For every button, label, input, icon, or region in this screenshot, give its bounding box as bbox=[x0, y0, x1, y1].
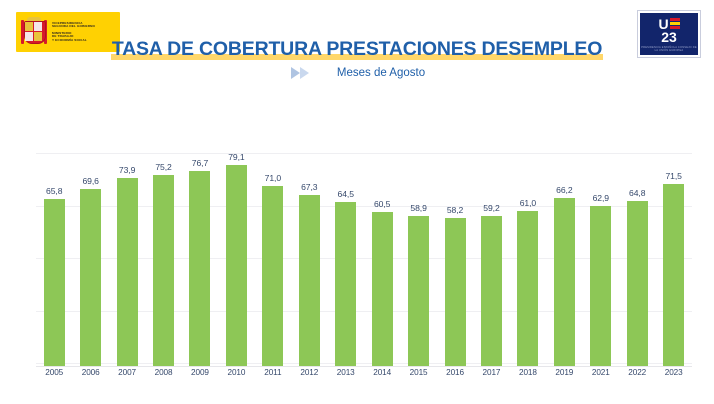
x-axis-tick-label: 2012 bbox=[300, 368, 319, 377]
bar-column[interactable]: 66,2 bbox=[546, 150, 582, 366]
x-axis-tick-label: 2013 bbox=[336, 368, 355, 377]
gridline bbox=[36, 153, 692, 154]
bar-chart: 65,8 69,6 73,9 75,2 76,7 79,1 71,0 67,3 64,5 60,5… bbox=[36, 150, 692, 366]
page-title-text: TASA DE COBERTURA PRESTACIONES DESEMPLEO bbox=[110, 38, 604, 60]
ministry-label: MINISTERIO DE TRABAJO Y ECONOMÍA SOCIAL bbox=[52, 30, 87, 42]
eu-logo-letter: U bbox=[658, 15, 669, 32]
x-axis-tick-label: 2017 bbox=[482, 368, 501, 377]
chevron-right-icon bbox=[290, 67, 309, 79]
bar-column[interactable]: 71,0 bbox=[255, 150, 291, 366]
bar[interactable] bbox=[517, 211, 539, 366]
bar-value-label: 71,0 bbox=[264, 172, 281, 183]
bar[interactable] bbox=[408, 216, 430, 366]
bar[interactable] bbox=[335, 202, 357, 366]
bar-value-label: 69,6 bbox=[82, 176, 99, 187]
x-axis-tick-label: 2007 bbox=[118, 368, 136, 377]
bar-value-label: 61,0 bbox=[519, 198, 537, 208]
subtitle-row: Meses de Agosto bbox=[0, 66, 714, 80]
bar[interactable] bbox=[80, 189, 102, 366]
bar[interactable] bbox=[590, 206, 612, 366]
x-axis-tick-label: 2016 bbox=[446, 368, 464, 377]
spanish-government-logo: VICEPRESIDENCIA SEGUNDA DEL GOBIERNO MIN… bbox=[16, 12, 120, 52]
bar-column[interactable]: 58,2 bbox=[437, 150, 473, 366]
bar-column[interactable]: 58,9 bbox=[400, 150, 436, 366]
bar-value-label: 60,5 bbox=[373, 199, 391, 210]
bar-value-label: 62,9 bbox=[592, 193, 609, 204]
x-axis-tick-label: 2009 bbox=[191, 368, 209, 377]
bar-column[interactable]: 73,9 bbox=[109, 150, 145, 366]
bar[interactable] bbox=[153, 174, 175, 366]
x-axis-tick-label: 2023 bbox=[664, 368, 683, 377]
x-axis-tick-label: 2015 bbox=[409, 368, 428, 377]
bar[interactable] bbox=[444, 218, 466, 366]
bar-value-label: 64,5 bbox=[337, 189, 354, 200]
bar[interactable] bbox=[480, 215, 502, 366]
bar-column[interactable]: 79,1 bbox=[218, 150, 254, 366]
bar[interactable] bbox=[298, 194, 320, 366]
bar[interactable] bbox=[626, 201, 648, 366]
x-axis-tick-label: 2005 bbox=[45, 368, 64, 377]
bar-value-label: 65,8 bbox=[46, 185, 63, 196]
bar-column[interactable]: 64,8 bbox=[619, 150, 655, 366]
bar-value-label: 76,7 bbox=[191, 158, 209, 169]
bar[interactable] bbox=[189, 171, 211, 366]
eu-logo-year: 23 bbox=[661, 28, 677, 45]
bar-value-label: 58,2 bbox=[446, 205, 464, 216]
bar[interactable] bbox=[663, 184, 685, 366]
bar[interactable] bbox=[262, 185, 284, 366]
x-axis-tick-label: 2014 bbox=[373, 368, 392, 377]
bar-column[interactable]: 75,2 bbox=[145, 150, 181, 366]
bar[interactable] bbox=[225, 165, 247, 366]
x-axis-tick-label: 2011 bbox=[264, 368, 282, 377]
bar-column[interactable]: 61,0 bbox=[510, 150, 546, 366]
gridline bbox=[36, 310, 692, 312]
bar-column[interactable]: 64,5 bbox=[328, 150, 364, 366]
gridline bbox=[36, 258, 692, 259]
x-axis-tick-label: 2018 bbox=[518, 368, 537, 377]
bar-column[interactable]: 71,5 bbox=[655, 150, 691, 366]
chart-x-axis: 2005 2006 2007 2008 2009 2010 2011 2012 2013 2014… bbox=[36, 368, 692, 382]
x-axis-tick-label: 2022 bbox=[628, 368, 647, 377]
bar[interactable] bbox=[43, 198, 65, 366]
bar-column[interactable]: 69,6 bbox=[72, 150, 108, 366]
bar-value-label: 66,2 bbox=[556, 184, 573, 195]
vicepresidency-label: VICEPRESIDENCIA SEGUNDA DEL GOBIERNO bbox=[52, 20, 96, 29]
x-axis-tick-label: 2006 bbox=[81, 368, 100, 377]
bar-column[interactable]: 59,2 bbox=[473, 150, 509, 366]
gridline bbox=[36, 205, 692, 207]
eu-logo-letter-row: U bbox=[658, 15, 680, 32]
chart-axis-line bbox=[36, 366, 692, 367]
bar-column[interactable]: 65,8 bbox=[36, 150, 72, 366]
bar[interactable] bbox=[371, 212, 393, 366]
bar[interactable] bbox=[116, 178, 138, 366]
bar[interactable] bbox=[553, 197, 575, 366]
page-subtitle: Meses de Agosto bbox=[336, 67, 426, 79]
x-axis-tick-label: 2008 bbox=[154, 368, 173, 377]
page-title: TASA DE COBERTURA PRESTACIONES DESEMPLEO bbox=[0, 38, 714, 61]
spanish-flag-stripes-icon bbox=[669, 18, 680, 29]
bar-value-label: 73,9 bbox=[118, 165, 136, 176]
bar-value-label: 71,5 bbox=[665, 171, 682, 182]
bar-value-label: 67,3 bbox=[301, 181, 318, 192]
government-logo-text: VICEPRESIDENCIA SEGUNDA DEL GOBIERNO MIN… bbox=[52, 20, 96, 43]
spain-coat-of-arms-icon bbox=[21, 17, 47, 47]
x-axis-tick-label: 2010 bbox=[227, 368, 246, 377]
bar-column[interactable]: 76,7 bbox=[182, 150, 218, 366]
gridline bbox=[36, 363, 692, 364]
x-axis-tick-label: 2021 bbox=[591, 368, 610, 377]
bar-value-label: 79,1 bbox=[228, 152, 245, 162]
bar-column[interactable]: 60,5 bbox=[364, 150, 400, 366]
bar-value-label: 64,8 bbox=[629, 188, 646, 199]
bar-column[interactable]: 62,9 bbox=[583, 150, 619, 366]
eu-logo-wordmark: PRESIDENCIA ESPAÑOLA CONSEJO DE LA UNIÓN… bbox=[641, 45, 697, 52]
bar-value-label: 59,2 bbox=[483, 202, 500, 213]
chart-gridlines bbox=[36, 150, 692, 366]
chart-plot-area: 65,8 69,6 73,9 75,2 76,7 79,1 71,0 67,3 64,5 60,5… bbox=[36, 150, 692, 366]
bar-column[interactable]: 67,3 bbox=[291, 150, 327, 366]
eu-presidency-2023-logo: U 23 PRESIDENCIA ESPAÑOLA CONSEJO DE LA … bbox=[638, 11, 700, 57]
bar-value-label: 58,9 bbox=[410, 203, 427, 214]
x-axis-tick-label: 2019 bbox=[555, 368, 574, 377]
bar-value-label: 75,2 bbox=[155, 161, 172, 172]
